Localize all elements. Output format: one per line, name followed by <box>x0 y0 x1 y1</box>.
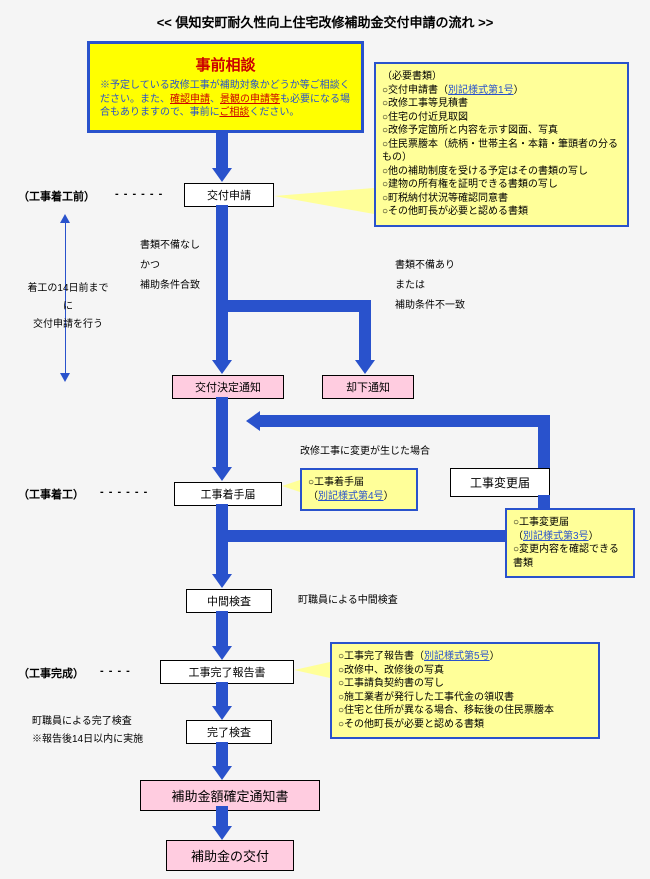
docs-line: ○住宅の付近見取図 <box>382 111 621 125</box>
arrow-head <box>212 646 232 660</box>
final-inspection-box: 完了検査 <box>186 720 272 744</box>
arrow-stem <box>216 806 228 826</box>
form4-link[interactable]: 別記様式第4号 <box>318 491 384 502</box>
docs-line: ○交付申請書（別記様式第1号） <box>382 84 621 98</box>
docs-line: ○建物の所有権を証明できる書類の写し <box>382 178 621 192</box>
change-docs-callout: ○工事変更届 （別記様式第3号） ○変更内容を確認できる書類 <box>505 508 635 578</box>
callout-pointer <box>282 480 300 492</box>
anno-change: 改修工事に変更が生じた場合 <box>300 445 430 459</box>
grant-decision-box: 交付決定通知 <box>172 375 284 399</box>
start-box: 工事着手届 <box>174 482 282 506</box>
timing-arrow-top <box>60 214 70 223</box>
interim-box: 中間検査 <box>186 589 272 613</box>
timing-arrow-bot <box>60 373 70 382</box>
anno-ng: 書類不備ありまたは補助条件不一致 <box>395 256 465 316</box>
report-docs-line: ○改修中、改修後の写真 <box>338 664 592 678</box>
arrow-head <box>212 574 232 588</box>
arrow-stem <box>216 300 228 360</box>
arrow-head <box>355 360 375 374</box>
callout-pointer <box>294 662 330 678</box>
arrow-stem <box>216 504 228 574</box>
docs-line: ○他の補助制度を受ける予定はその書類の写し <box>382 165 621 179</box>
dash: - - - - <box>100 665 131 677</box>
start-docs-callout: ○工事着手届 （別記様式第4号） <box>300 468 418 511</box>
report-docs-line: ○施工業者が発行した工事代金の領収書 <box>338 691 592 705</box>
docs-line: ○その他町長が必要と認める書類 <box>382 205 621 219</box>
timing-label: 着工の14日前までに交付申請を行う <box>18 280 118 334</box>
arrow-stem <box>538 415 550 469</box>
arrow-stem <box>216 682 228 706</box>
docs-line: ○住民票謄本（続柄・世帯主名・本籍・筆頭者の分るもの） <box>382 138 621 165</box>
label-before: （工事着工前） <box>18 188 95 204</box>
amount-fixed-box: 補助金額確定通知書 <box>140 780 320 811</box>
change-docs-line: ○工事変更届 <box>513 516 627 530</box>
label-start: （工事着工） <box>18 486 84 502</box>
completion-report-box: 工事完了報告書 <box>160 660 294 684</box>
start-docs-line: ○工事着手届 <box>308 476 410 490</box>
docs-line: ○町税納付状況等確認同意書 <box>382 192 621 206</box>
arrow-stem <box>216 742 228 766</box>
page-title: << 倶知安町耐久性向上住宅改修補助金交付申請の流れ >> <box>0 0 650 31</box>
grant-payment-box: 補助金の交付 <box>166 840 294 871</box>
anno-ok: 書類不備なしかつ補助条件合致 <box>140 236 200 296</box>
label-complete: （工事完成） <box>18 665 84 681</box>
arrow-stem <box>216 205 228 300</box>
arrow-stem <box>216 611 228 646</box>
report-docs-callout: ○工事完了報告書（別記様式第5号） ○改修中、改修後の写真 ○工事請負契約書の写… <box>330 642 600 739</box>
dash: - - - - - - <box>100 486 148 498</box>
arrow-head <box>212 360 232 374</box>
dash: - - - - - - <box>115 188 163 200</box>
preconsult-body: ※予定している改修工事が補助対象かどうか等ご相談ください。また、確認申請、景観の… <box>100 79 351 120</box>
docs-line: ○改修工事等見積書 <box>382 97 621 111</box>
arrow-head <box>212 168 232 182</box>
docs-title: （必要書類） <box>382 70 621 84</box>
preconsult-box: 事前相談 ※予定している改修工事が補助対象かどうか等ご相談ください。また、確認申… <box>87 41 364 133</box>
change-docs-line: ○変更内容を確認できる書類 <box>513 543 627 570</box>
arrow-head <box>212 826 232 840</box>
form1-link[interactable]: 別記様式第1号 <box>448 85 514 96</box>
docs-line: ○改修予定箇所と内容を示す図面、写真 <box>382 124 621 138</box>
arrow-stem <box>216 130 228 168</box>
report-docs-line: ○工事請負契約書の写し <box>338 677 592 691</box>
arrow-head <box>212 706 232 720</box>
form5-link[interactable]: 別記様式第5号 <box>424 651 490 662</box>
report-docs-line: ○その他町長が必要と認める書類 <box>338 718 592 732</box>
arrow-head-left <box>246 411 260 431</box>
arrow-stem <box>359 300 371 360</box>
arrow-stem <box>216 300 371 312</box>
required-docs-callout: （必要書類） ○交付申請書（別記様式第1号） ○改修工事等見積書 ○住宅の付近見… <box>374 62 629 227</box>
final-note: 町職員による完了検査※報告後14日以内に実施 <box>32 713 143 749</box>
rejection-box: 却下通知 <box>322 375 414 399</box>
interim-note: 町職員による中間検査 <box>298 594 398 608</box>
arrow-head <box>212 467 232 481</box>
form3-link[interactable]: 別記様式第3号 <box>523 531 589 542</box>
arrow-head <box>212 766 232 780</box>
arrow-stem <box>216 397 228 467</box>
report-docs-line: ○住宅と住所が異なる場合、移転後の住民票謄本 <box>338 704 592 718</box>
callout-pointer <box>274 188 374 214</box>
preconsult-header: 事前相談 <box>100 54 351 75</box>
apply-box: 交付申請 <box>184 183 274 207</box>
start-docs-line: （別記様式第4号） <box>308 490 410 504</box>
change-box: 工事変更届 <box>450 468 550 497</box>
change-docs-line: （別記様式第3号） <box>513 530 627 544</box>
arrow-stem <box>228 530 550 542</box>
arrow-stem <box>260 415 550 427</box>
report-docs-line: ○工事完了報告書（別記様式第5号） <box>338 650 592 664</box>
